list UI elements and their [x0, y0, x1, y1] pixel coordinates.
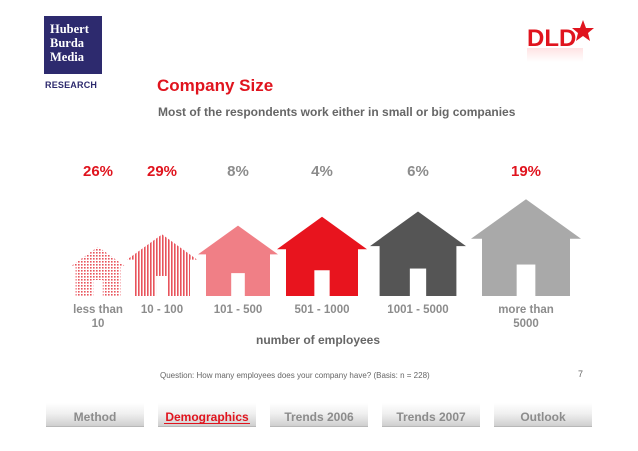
category-label: less than: [73, 304, 123, 316]
category-label: 5000: [513, 318, 539, 330]
slide-title: Company Size: [157, 76, 274, 95]
house-mark: [277, 216, 367, 296]
house-door: [231, 273, 245, 296]
x-axis-label: number of employees: [256, 333, 380, 347]
house-mark: [471, 199, 581, 296]
value-label: 8%: [227, 163, 249, 180]
dld-star-icon: [572, 20, 594, 41]
logo-line: Burda: [50, 36, 85, 50]
logo-line: Media: [50, 50, 85, 64]
house-mark: [198, 225, 278, 296]
value-label: 19%: [511, 163, 541, 180]
research-label: RESEARCH: [45, 80, 98, 90]
value-label: 4%: [311, 163, 333, 180]
house-mark: [127, 234, 197, 296]
nav-tab-trends-2006[interactable]: Trends 2006: [270, 403, 368, 427]
category-label: 501 - 1000: [295, 304, 350, 316]
category-label: 1001 - 5000: [387, 304, 448, 316]
category-label: more than: [498, 304, 554, 316]
house-mark: [70, 246, 126, 296]
nav-tab-trends-2007[interactable]: Trends 2007: [382, 403, 480, 427]
value-label: 6%: [407, 163, 429, 180]
house-door: [516, 264, 536, 296]
nav-tab-outlook[interactable]: Outlook: [494, 403, 592, 427]
category-label: 10: [92, 318, 105, 330]
category-label: 10 - 100: [141, 304, 183, 316]
house-door: [314, 270, 330, 296]
house-door: [156, 275, 168, 296]
house-door: [409, 268, 427, 296]
house-door: [93, 279, 103, 296]
nav-tab-method[interactable]: Method: [46, 403, 144, 427]
page-number: 7: [578, 369, 584, 379]
house-mark: [370, 211, 466, 296]
dld-logo-text: DLD: [527, 25, 576, 52]
logo-line: Hubert: [50, 22, 89, 36]
category-label: 101 - 500: [214, 304, 263, 316]
dld-logo: DLD: [527, 20, 594, 62]
hubert-burda-media-logo: Hubert Burda Media: [44, 16, 102, 74]
survey-question: Question: How many employees does your c…: [160, 371, 430, 380]
value-label: 29%: [147, 163, 177, 180]
nav-tab-demographics[interactable]: Demographics: [158, 403, 256, 427]
value-label: 26%: [83, 163, 113, 180]
slide-subtitle: Most of the respondents work either in s…: [158, 105, 516, 119]
